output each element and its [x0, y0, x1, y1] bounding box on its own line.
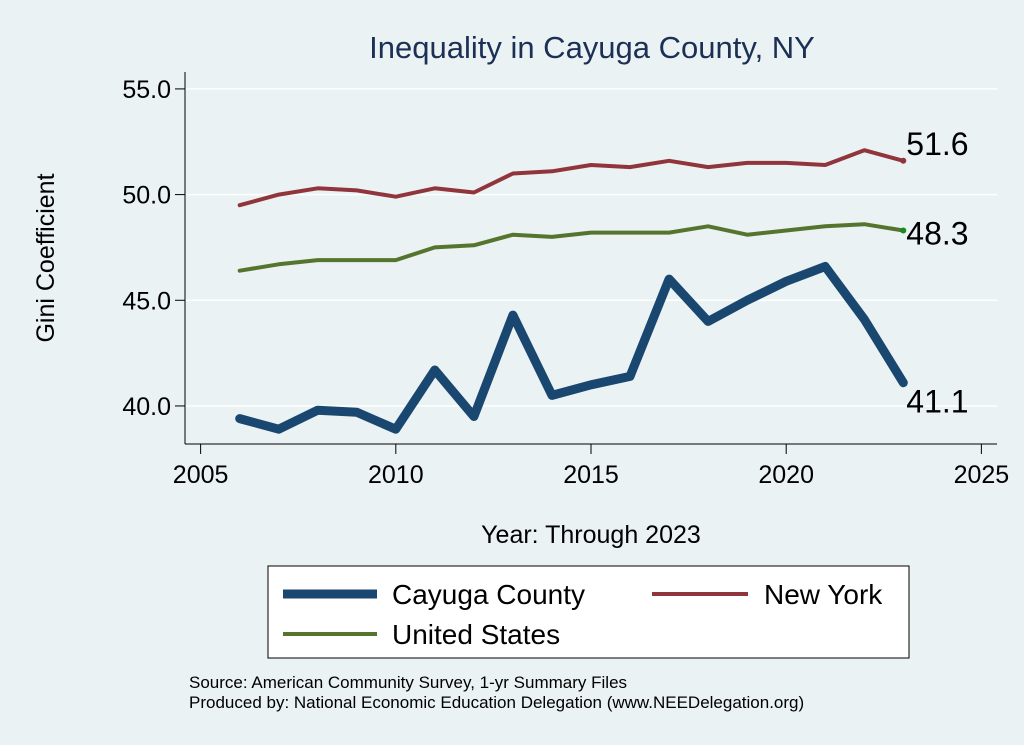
source-note: Produced by: National Economic Education…: [189, 693, 804, 712]
legend-box: [267, 565, 910, 659]
y-tick-label: 50.0: [122, 182, 171, 210]
x-tick-label: 2010: [368, 461, 424, 489]
x-tick-label: 2005: [173, 461, 229, 489]
y-tick-label: 55.0: [122, 76, 171, 104]
y-tick-label: 40.0: [122, 393, 171, 421]
source-note: Source: American Community Survey, 1-yr …: [189, 673, 627, 692]
gridlines: [185, 88, 997, 407]
series-end-point: [899, 378, 908, 387]
x-tick-label: 2025: [954, 461, 1010, 489]
end-value-label: 41.1: [906, 384, 968, 420]
axes: 40.0 45.0 50.0 55.0 2005 2010 2015 2020 2025: [122, 72, 1009, 489]
chart-title: Inequality in Cayuga County, NY: [369, 30, 815, 65]
legend-label: United States: [392, 619, 560, 650]
source-notes: Source: American Community Survey, 1-yr …: [189, 673, 804, 712]
end-labels: 41.1 51.6 48.3: [906, 126, 968, 420]
series-line-new-york: [237, 148, 906, 208]
x-tick-label: 2015: [563, 461, 619, 489]
series-line-cayuga-county: [235, 262, 908, 434]
x-axis-label: Year: Through 2023: [481, 521, 701, 549]
x-tick-label: 2020: [758, 461, 814, 489]
y-axis-label: Gini Coefficient: [32, 173, 60, 342]
end-value-label: 51.6: [906, 126, 968, 162]
end-value-label: 48.3: [906, 216, 968, 252]
series-end-point: [900, 227, 907, 234]
y-tick-label: 45.0: [122, 287, 171, 315]
legend-label: New York: [764, 579, 883, 610]
legend-label: Cayuga County: [392, 579, 585, 610]
legend: Cayuga County New York United States: [267, 565, 910, 659]
series-end-point: [900, 157, 907, 164]
series-line-united-states: [237, 222, 906, 273]
series-lines: [235, 148, 908, 434]
